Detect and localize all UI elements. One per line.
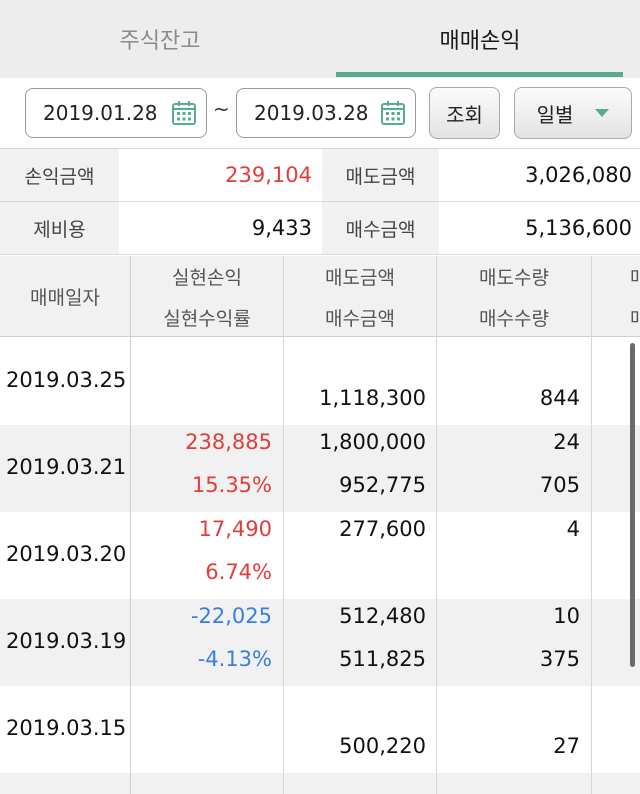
sell-amount: 512,480 <box>339 604 426 628</box>
date-from-value: 2019.01.28 <box>43 101 158 125</box>
column-divider <box>591 256 592 794</box>
buy-qty: 27 <box>553 734 580 758</box>
calendar-icon[interactable] <box>380 100 406 126</box>
tab-stock-balance[interactable]: 주식잔고 <box>119 29 201 54</box>
scrollbar[interactable] <box>630 343 635 667</box>
trade-date: 2019.03.25 <box>6 368 127 392</box>
table-row[interactable] <box>0 338 640 425</box>
buy-amount: 511,825 <box>339 647 426 671</box>
divider <box>0 148 640 149</box>
header-sell-amount[interactable]: 매도금액 <box>325 266 395 289</box>
trade-date: 2019.03.20 <box>6 542 127 566</box>
column-divider <box>130 256 131 794</box>
column-divider <box>283 256 284 794</box>
header-realized-return[interactable]: 실현수익률 <box>163 307 251 330</box>
trade-date: 2019.03.19 <box>6 629 127 653</box>
active-tab-indicator <box>336 72 623 77</box>
divider <box>0 254 640 255</box>
header-realized-pnl[interactable]: 실현손익 <box>172 266 242 289</box>
sell-amount-value: 3,026,080 <box>525 163 632 187</box>
date-to-field[interactable]: 2019.03.28 <box>236 88 416 138</box>
buy-amount: 952,775 <box>339 473 426 497</box>
header-sell-qty[interactable]: 매도수량 <box>479 266 549 289</box>
calendar-icon[interactable] <box>171 100 197 126</box>
trade-date: 2019.03.21 <box>6 455 127 479</box>
table-header <box>0 256 640 337</box>
sell-qty: 4 <box>566 517 580 541</box>
fees-value: 9,433 <box>251 216 312 240</box>
realized-pnl: 17,490 <box>198 517 272 541</box>
buy-amount-label: 매수금액 <box>322 202 439 254</box>
query-button-label: 조회 <box>446 102 483 127</box>
tab-trade-pnl[interactable]: 매매손익 <box>439 29 521 54</box>
realized-pnl: 238,885 <box>185 430 272 454</box>
date-from-field[interactable]: 2019.01.28 <box>25 88 207 138</box>
header-buy-amount[interactable]: 매수금액 <box>325 307 395 330</box>
fees-label: 제비용 <box>0 202 119 254</box>
trade-date: 2019.03.15 <box>6 716 127 740</box>
buy-qty: 375 <box>539 647 580 671</box>
table-row[interactable] <box>0 512 640 599</box>
realized-return: -4.13% <box>197 647 272 671</box>
sell-qty: 24 <box>553 430 580 454</box>
period-select-value: 일별 <box>536 102 574 127</box>
sell-amount: 277,600 <box>339 517 426 541</box>
table-row[interactable] <box>0 425 640 512</box>
buy-amount: 500,220 <box>339 734 426 758</box>
header-next-column[interactable]: 매 <box>630 266 640 289</box>
sell-amount-label: 매도금액 <box>322 149 439 201</box>
pnl-value: 239,104 <box>225 163 312 187</box>
column-divider <box>436 256 437 794</box>
buy-amount: 1,118,300 <box>319 386 426 410</box>
table-row[interactable] <box>0 686 640 773</box>
pnl-label: 손익금액 <box>0 149 119 201</box>
query-button[interactable]: 조회 <box>429 87 500 139</box>
header-next-column-sub[interactable]: 매 <box>630 307 640 330</box>
buy-qty: 844 <box>539 386 580 410</box>
sell-qty: 10 <box>553 604 580 628</box>
realized-return: 15.35% <box>191 473 272 497</box>
header-trade-date[interactable]: 매매일자 <box>30 286 100 309</box>
period-select[interactable]: 일별 <box>514 87 632 139</box>
realized-pnl: -22,025 <box>190 604 272 628</box>
tab-bar <box>0 0 640 78</box>
buy-amount-value: 5,136,600 <box>525 216 632 240</box>
header-buy-qty[interactable]: 매수수량 <box>479 307 549 330</box>
chevron-down-icon <box>595 109 610 117</box>
realized-return: 6.74% <box>205 560 272 584</box>
table-row[interactable] <box>0 599 640 686</box>
buy-qty: 705 <box>539 473 580 497</box>
divider <box>0 201 640 202</box>
sell-amount: 1,800,000 <box>319 430 426 454</box>
table-row[interactable] <box>0 773 640 794</box>
date-to-value: 2019.03.28 <box>254 101 369 125</box>
date-range-separator: ~ <box>213 97 230 121</box>
